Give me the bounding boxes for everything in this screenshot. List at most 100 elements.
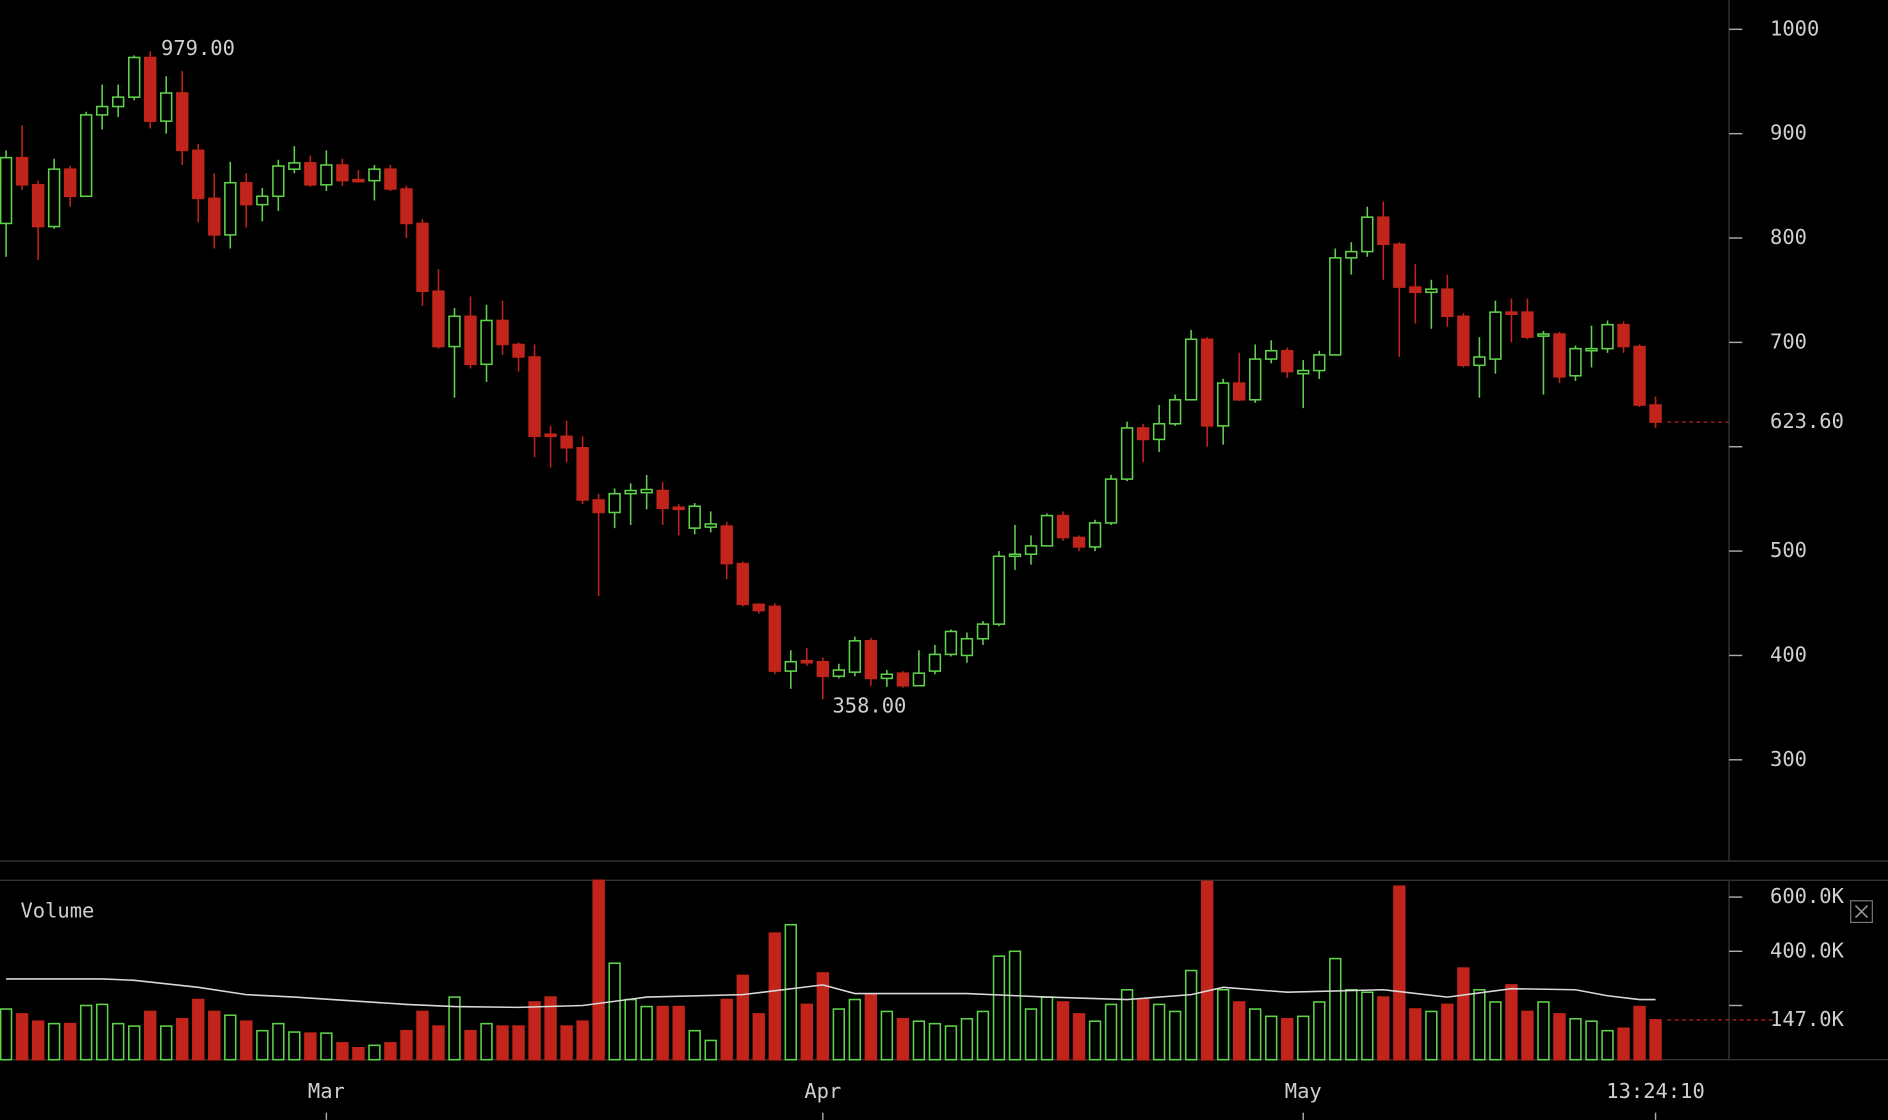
volume-bar [480,1022,493,1061]
candle-body [704,523,717,528]
volume-bar [1425,1010,1438,1061]
candle-body [992,555,1006,625]
candle-body [1216,382,1230,427]
volume-bar [880,1010,894,1061]
volume-bar [864,993,878,1061]
candle-body [1473,356,1486,367]
candle-body [1136,427,1150,441]
volume-bar [736,974,749,1061]
volume-bar [784,923,797,1061]
candle-body [144,56,157,122]
high-label: 979.00 [161,36,235,60]
candle-body [448,315,461,348]
volume-bar [160,1025,173,1061]
volume-bar [63,1022,77,1061]
candle-body [1120,427,1134,480]
candle-body [1457,315,1470,367]
candle-body [15,156,29,186]
volume-bar [224,1014,237,1061]
candle-body [944,630,958,656]
y-tick-label: 400 [1770,642,1807,666]
volume-bar [1265,1015,1278,1061]
candle-body [432,290,445,348]
candle-body [1441,288,1454,318]
candle-body [1505,311,1518,315]
volume-bar [1377,996,1390,1061]
volume-bar [416,1010,429,1061]
candle-body [1072,536,1086,548]
volume-bar [256,1029,269,1061]
volume-bar [1104,1003,1118,1061]
volume-bar [464,1029,477,1061]
volume-bar [992,955,1006,1061]
volume-bar [47,1022,61,1061]
volume-bar [592,879,605,1061]
volume-bar [320,1032,333,1061]
y-tick-label: 1000 [1770,16,1819,40]
volume-bar [912,1020,926,1061]
volume-bar [896,1017,910,1061]
candle-body [1168,398,1182,425]
volume-bar [544,996,557,1061]
candle-body [512,343,525,358]
candle-body [1585,347,1598,352]
candle-body [832,669,846,678]
volume-bar [656,1005,669,1061]
candle-body [1281,349,1294,373]
volume-bar [336,1042,349,1061]
volume-bar [816,972,830,1061]
volume-bar [1168,1010,1182,1061]
volume-bar [1152,1003,1166,1061]
candle-body [79,114,93,198]
candle-body [1232,382,1246,401]
volume-tick-label: 400.0K [1770,938,1845,962]
candle-body [480,319,493,366]
candle-body [784,660,797,672]
candle-body [1377,216,1390,246]
y-tick-label: 300 [1770,747,1807,771]
candle-body [1088,522,1102,548]
candle-body [1569,347,1582,377]
candle-body [864,640,878,680]
close-icon[interactable] [1854,905,1869,919]
candle-body [720,525,733,565]
volume-average [6,978,1656,1009]
candle-body [400,188,413,225]
x-tick-label: 13:24:10 [1606,1079,1705,1103]
candle-body [368,168,381,182]
volume-bar [976,1010,990,1061]
close-box[interactable] [1850,900,1873,924]
candle-body [176,92,189,152]
volume-bar [79,1004,93,1061]
candle-body [592,499,605,514]
candle-body [1649,404,1662,423]
candle-body [160,92,173,122]
volume-bar [111,1022,125,1061]
candle-body [304,162,317,186]
candle-body [496,319,509,346]
volume-bar [95,1003,109,1061]
volume-bar [1441,1003,1454,1061]
volume-bar [1489,1001,1502,1061]
close-button[interactable] [1850,900,1873,924]
volume-bar [944,1025,958,1061]
candle-body [1393,243,1406,288]
volume-bar [31,1020,45,1061]
candle-body [960,637,974,657]
volume-bar [752,1013,765,1061]
candle-body [576,446,589,501]
volume-bar [304,1032,317,1061]
low-label: 358.00 [832,693,906,717]
volume-bar [512,1025,525,1061]
candle-body [976,623,990,640]
last-price-label: 623.60 [1770,409,1844,433]
y-tick-label: 900 [1770,121,1807,145]
candle-body [1489,311,1502,360]
volume-bar [1585,1020,1598,1061]
last-volume-label: 147.0K [1770,1007,1845,1031]
volume-bar [848,998,862,1061]
candle-body [656,489,669,510]
candle-body [768,605,781,672]
volume-bar [368,1044,381,1061]
volume-bar [1297,1015,1310,1061]
